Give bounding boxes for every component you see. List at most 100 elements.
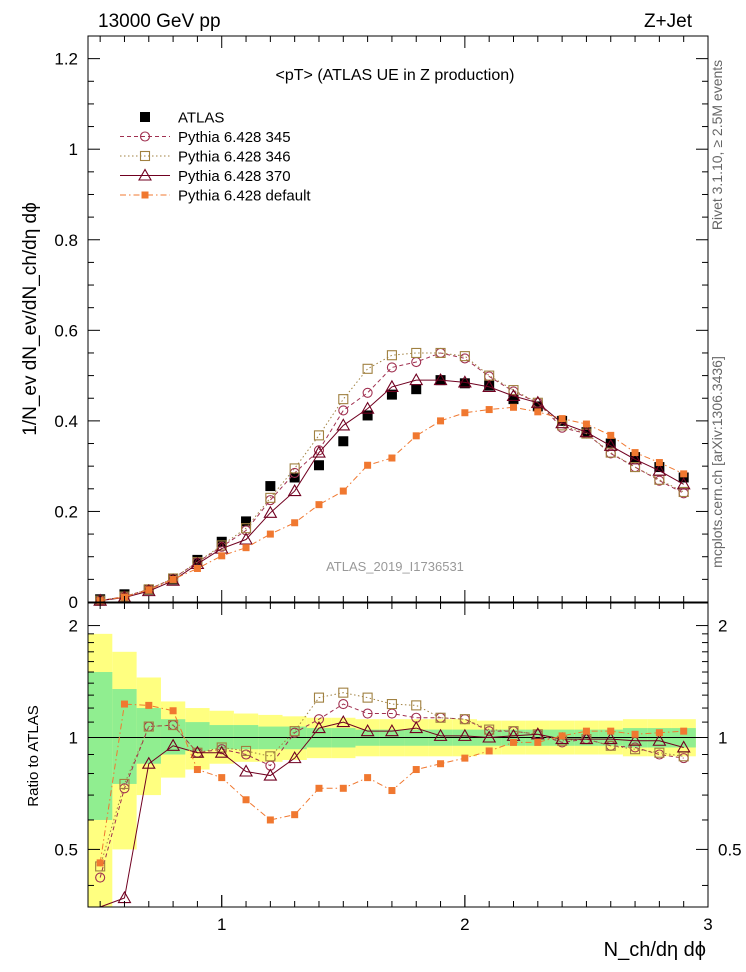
x-tick-label: 1 — [217, 915, 226, 934]
legend-marker — [139, 150, 151, 162]
data-point — [603, 438, 618, 451]
ratio-point — [336, 714, 351, 728]
data-point — [484, 380, 495, 391]
chart-title: <pT> (ATLAS UE in Z production) — [276, 67, 515, 84]
data-point — [435, 347, 446, 359]
data-point — [457, 375, 472, 388]
data-point — [289, 463, 300, 474]
series-line — [100, 379, 684, 602]
data-point — [482, 379, 497, 392]
data-point — [630, 452, 641, 463]
data-point — [388, 454, 396, 462]
ratio-point — [143, 721, 154, 732]
inner-uncertainty-band — [160, 719, 186, 755]
legend-entry-pythia-6-428-default: Pythia 6.428 default — [120, 188, 311, 205]
data-point — [530, 395, 545, 408]
data-point — [437, 417, 445, 425]
data-point — [459, 353, 470, 364]
ratio-point — [461, 754, 469, 762]
ratio-point — [534, 738, 542, 746]
inner-uncertainty-band — [136, 708, 161, 764]
data-point — [263, 505, 278, 518]
ratio-point — [266, 816, 274, 824]
energy-label: 13000 GeV pp — [98, 11, 221, 32]
ratio-point — [218, 774, 226, 782]
data-point — [362, 363, 373, 374]
ratio-point — [95, 872, 106, 883]
ratio-point — [628, 733, 643, 746]
ratio-point — [120, 700, 128, 708]
data-point — [411, 347, 422, 359]
ratio-y-tick-label-right: 2 — [718, 617, 727, 636]
data-point — [266, 530, 274, 538]
data-point — [315, 501, 323, 509]
series-pythia-6-428-370 — [93, 373, 691, 606]
data-point — [506, 388, 521, 402]
legend-entry-pythia-6-428-370: Pythia 6.428 370 — [120, 168, 291, 185]
ratio-y-tick-label: 0.5 — [54, 840, 78, 859]
data-point — [360, 401, 375, 414]
data-point — [362, 410, 373, 421]
data-point — [338, 394, 349, 405]
ratio-point — [214, 745, 229, 758]
ratio-point — [169, 707, 177, 715]
ratio-point — [655, 729, 663, 737]
ratio-point — [631, 730, 639, 738]
ratio-point — [263, 768, 278, 781]
ratio-point — [145, 701, 153, 709]
ratio-y-tick-label-right: 1 — [718, 728, 727, 747]
data-point — [630, 462, 641, 473]
data-point — [193, 564, 201, 572]
ratio-point — [603, 732, 618, 745]
x-tick-label: 3 — [703, 915, 712, 934]
data-point — [579, 425, 594, 438]
data-point — [605, 447, 616, 458]
x-tick-label: 2 — [460, 915, 469, 934]
ratio-point — [193, 766, 201, 774]
data-point — [339, 487, 347, 495]
ratio-point — [485, 747, 493, 755]
data-point — [433, 373, 448, 386]
data-point — [291, 519, 299, 527]
ratio-point — [654, 747, 665, 758]
data-point — [532, 401, 543, 412]
data-point — [676, 477, 691, 490]
data-point — [386, 389, 397, 400]
ratio-point — [412, 766, 420, 774]
ratio-point — [530, 727, 545, 740]
ratio-point — [313, 692, 325, 703]
y-tick-label: 0 — [69, 593, 78, 612]
legend-entry-atlas: ATLAS — [140, 110, 224, 127]
ratio-point — [362, 708, 373, 719]
ratio-point — [582, 727, 590, 735]
ratio-point — [119, 778, 130, 789]
data-point — [364, 461, 372, 469]
ratio-point — [240, 745, 252, 757]
ratio-y-tick-label-right: 0.5 — [718, 840, 742, 859]
ratio-point — [652, 733, 667, 746]
y-tick-label: 0.2 — [54, 502, 78, 521]
data-point — [265, 481, 276, 492]
series-pythia-6-428-default — [96, 403, 688, 605]
data-point — [459, 378, 470, 389]
ratio-y-axis-label-text: Ratio to ATLAS — [25, 705, 42, 806]
data-point — [534, 408, 542, 416]
ratio-point — [607, 727, 615, 735]
data-point — [412, 432, 420, 440]
ratio-point — [676, 740, 691, 753]
ratio-point — [287, 751, 302, 764]
ratio-point — [141, 756, 156, 769]
data-point — [338, 436, 349, 447]
y-axis-label-text: 1/N_ev dN_ev/dN_ch/dη dϕ — [20, 202, 41, 436]
ratio-series-pythia-6-428-default — [96, 700, 688, 867]
data-point — [336, 418, 351, 431]
process-label: Z+Jet — [644, 11, 693, 32]
data-point — [628, 452, 643, 465]
ratio-point — [386, 699, 397, 710]
ratio-point — [558, 732, 566, 740]
ratio-point — [360, 724, 375, 737]
ratio-point — [437, 760, 445, 768]
data-point — [680, 470, 688, 478]
data-point — [241, 516, 252, 527]
